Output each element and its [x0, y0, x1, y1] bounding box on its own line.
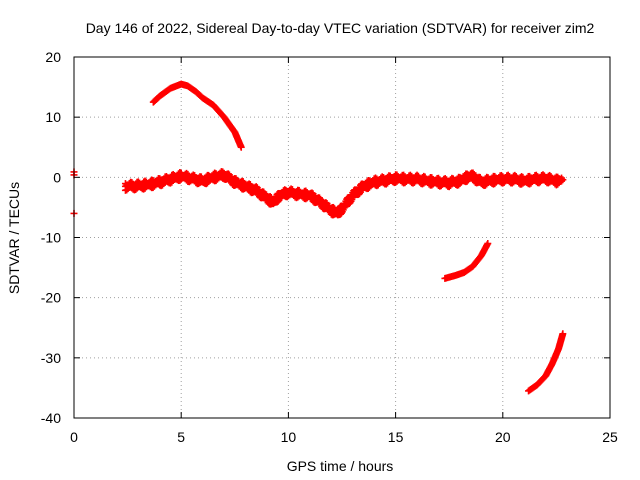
y-tick-label: -20 [41, 290, 61, 306]
chart-title: Day 146 of 2022, Sidereal Day-to-day VTE… [86, 20, 595, 36]
y-tick-label: 10 [45, 109, 61, 125]
y-axis-label: SDTVAR / TECUs [6, 182, 22, 294]
data-point-lower-segment-2 [559, 330, 567, 338]
axis-ticks: 0 5 10 15 20 25 20 10 0 -10 -20 -30 -40 [41, 49, 618, 445]
x-tick-label: 20 [495, 429, 511, 445]
x-tick-label: 5 [177, 429, 185, 445]
x-tick-label: 10 [281, 429, 297, 445]
data-point-lower-segment-1 [484, 240, 492, 248]
data-point-main-band [559, 176, 567, 184]
data-point-upper-arc [237, 143, 245, 151]
y-tick-label: -30 [41, 350, 61, 366]
y-tick-label: 20 [45, 49, 61, 65]
grid-lines [74, 57, 610, 418]
x-tick-label: 15 [388, 429, 404, 445]
y-tick-label: 0 [53, 169, 61, 185]
y-tick-label: -40 [41, 410, 61, 426]
x-tick-label: 0 [70, 429, 78, 445]
data-points [70, 80, 567, 395]
data-point-main-band [558, 177, 566, 185]
x-axis-label: GPS time / hours [287, 458, 394, 474]
x-tick-label: 25 [602, 429, 618, 445]
y-tick-label: -10 [41, 230, 61, 246]
